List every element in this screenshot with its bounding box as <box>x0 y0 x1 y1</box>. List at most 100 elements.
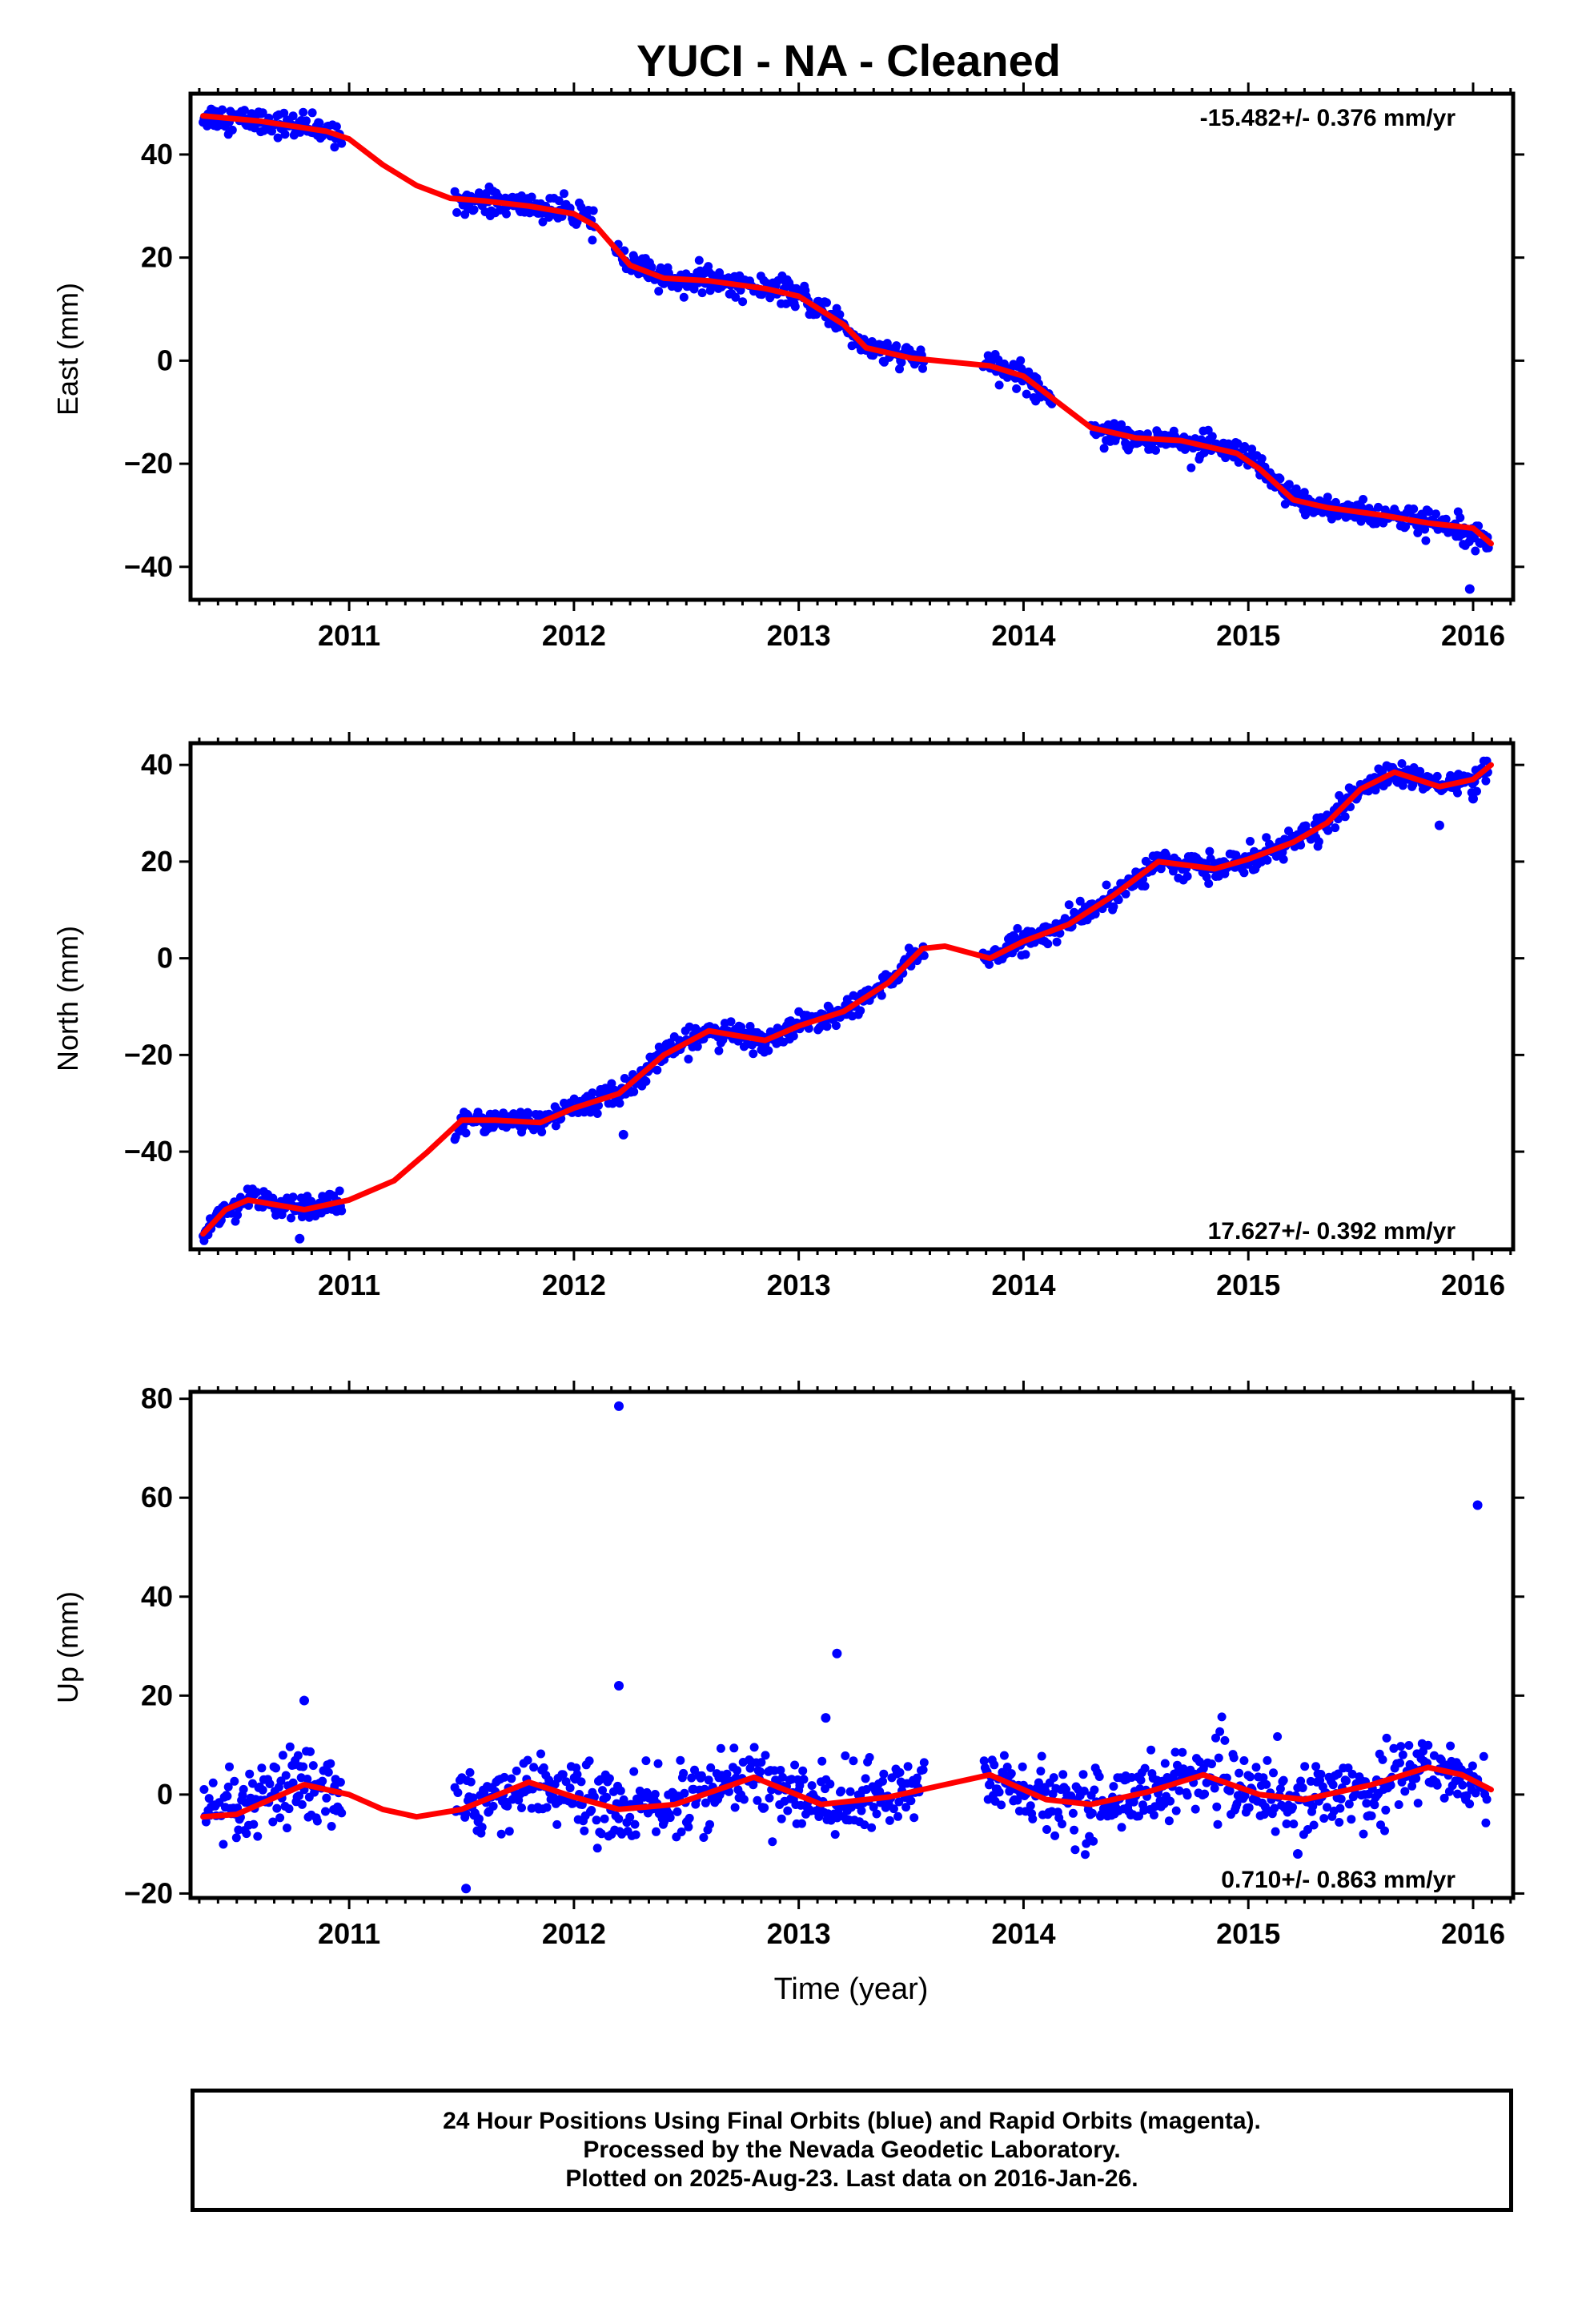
data-point <box>879 1769 889 1779</box>
data-point <box>1182 871 1192 881</box>
data-point <box>1233 439 1243 448</box>
data-point <box>845 1787 855 1796</box>
y-tick-label: 20 <box>141 241 173 274</box>
data-point <box>1087 1808 1097 1818</box>
data-point <box>1481 1818 1491 1827</box>
data-point <box>1344 1799 1354 1809</box>
data-point <box>1162 850 1171 860</box>
data-point <box>1212 1802 1222 1811</box>
data-point <box>641 1076 651 1086</box>
data-point <box>287 1213 295 1223</box>
data-point <box>507 1774 516 1783</box>
data-point <box>1404 1741 1414 1750</box>
up-rate-label: 0.710+/- 0.863 mm/yr <box>1221 1867 1456 1893</box>
data-point <box>1458 1780 1468 1790</box>
data-point <box>527 192 536 202</box>
data-point <box>1333 1769 1343 1779</box>
data-point <box>1082 1839 1091 1848</box>
data-point <box>275 1813 285 1823</box>
data-point <box>694 255 704 265</box>
daily-positions <box>199 756 1492 1245</box>
data-point <box>1042 1825 1051 1834</box>
data-point <box>1381 1805 1391 1815</box>
data-point <box>1078 1770 1088 1779</box>
y-tick-label: 40 <box>141 1580 173 1613</box>
data-point <box>822 298 831 308</box>
data-point <box>512 1766 521 1775</box>
data-point <box>576 203 586 212</box>
data-point <box>1471 546 1480 556</box>
data-point <box>1335 1818 1344 1827</box>
data-point <box>867 1823 877 1832</box>
chart-title: YUCI - NA - Cleaned <box>636 35 1061 86</box>
y-tick-label: 20 <box>141 1679 173 1711</box>
data-point <box>465 1767 475 1777</box>
data-point <box>615 1099 624 1108</box>
data-point <box>1299 488 1309 497</box>
x-tick-label: 2012 <box>542 1917 606 1950</box>
data-point <box>625 1812 635 1822</box>
data-point <box>592 1815 601 1825</box>
data-point <box>517 1803 526 1812</box>
data-point <box>258 108 267 118</box>
data-point <box>1121 889 1130 899</box>
data-point <box>878 1776 887 1786</box>
data-point <box>822 1022 832 1031</box>
data-point <box>288 1192 298 1202</box>
data-point <box>504 1827 514 1836</box>
east-plot-area: 2011 2012 2013 2014 2015 2016 40 20 0 −20 −40 <box>124 82 1524 652</box>
data-point <box>330 143 339 152</box>
data-point <box>677 1827 686 1836</box>
data-point <box>307 108 317 118</box>
data-point <box>799 1775 809 1784</box>
data-point <box>1239 868 1249 878</box>
data-point <box>739 1795 749 1804</box>
data-point <box>308 1761 318 1771</box>
data-point <box>857 1806 866 1815</box>
data-point <box>1311 1762 1321 1771</box>
data-point <box>466 1777 476 1787</box>
data-point <box>1037 1751 1046 1761</box>
data-point <box>979 1756 989 1766</box>
data-point <box>1288 1803 1297 1812</box>
data-point <box>1421 536 1431 545</box>
data-point <box>641 1756 651 1766</box>
data-point <box>315 119 324 127</box>
fit-curve <box>200 762 1494 1237</box>
data-point <box>1134 1811 1143 1821</box>
axis-ticks: 2011 2012 2013 2014 2015 2016 80 60 40 20 0 −20 <box>124 1381 1524 1950</box>
data-point <box>252 1188 262 1197</box>
data-point <box>278 1751 287 1760</box>
data-point <box>503 1801 512 1811</box>
data-point <box>469 205 479 215</box>
data-point <box>1058 1819 1066 1829</box>
data-point <box>760 1803 769 1812</box>
data-point <box>697 1771 706 1780</box>
data-point <box>1171 1806 1181 1815</box>
data-point <box>474 1814 484 1823</box>
data-point <box>1207 432 1217 441</box>
data-point <box>552 1819 562 1829</box>
data-point <box>280 130 290 139</box>
data-point <box>598 1786 607 1795</box>
data-point <box>572 1770 582 1779</box>
data-point <box>1170 1747 1180 1757</box>
data-point <box>477 1823 487 1832</box>
data-point <box>895 364 904 374</box>
east-y-axis-label: East (mm) <box>51 283 84 416</box>
data-point <box>629 1767 639 1776</box>
data-point <box>1415 766 1425 776</box>
data-point <box>1347 1769 1357 1779</box>
data-point <box>849 1756 858 1766</box>
data-point <box>1002 1763 1012 1771</box>
data-point <box>1174 1786 1184 1795</box>
data-point <box>1386 1780 1395 1790</box>
data-point <box>1343 1763 1353 1773</box>
y-tick-label: 0 <box>157 942 173 975</box>
data-point <box>568 1799 578 1808</box>
data-point <box>730 1803 740 1812</box>
data-point <box>684 1822 693 1831</box>
data-point <box>885 1815 894 1825</box>
data-point <box>1262 833 1271 842</box>
data-point <box>242 1829 251 1839</box>
